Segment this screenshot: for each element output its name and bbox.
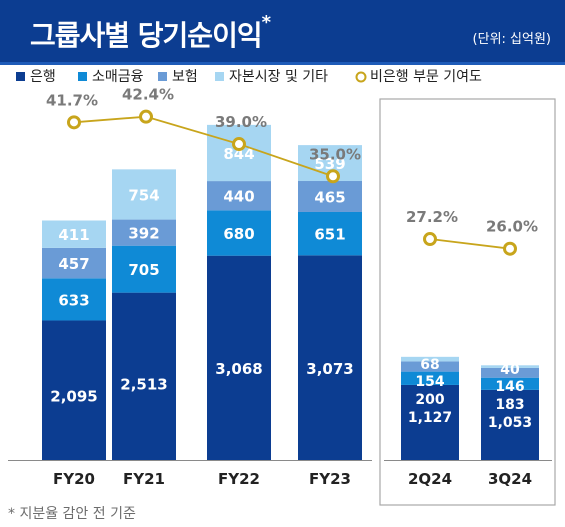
legend-swatch-1	[78, 72, 87, 81]
bar-FY23-2	[298, 181, 362, 212]
bar-FY22-2	[207, 181, 271, 211]
legend-swatch-3	[215, 72, 224, 81]
value-label-FY21-2: 392	[128, 225, 159, 243]
footnote: * 지분율 감안 전 기준	[8, 506, 136, 522]
chart-legend: 은행 소매금융 보험 자본시장 및 기타 비은행 부문 기여도	[16, 69, 482, 85]
line-point-3Q24	[503, 241, 517, 256]
value-label-FY21-1: 705	[128, 261, 159, 279]
value-label-FY23-0: 3,073	[306, 360, 353, 378]
bar-FY21-1	[112, 245, 176, 293]
bar-3Q24-1	[481, 377, 539, 390]
value-label-FY22-3: 844	[223, 145, 254, 163]
contribution-line: 41.7% 42.4% 39.0% 35.0% 27.2% 26.0%	[46, 86, 538, 256]
line-segment-1	[429, 238, 511, 250]
chart-title-text: 그룹사별 당기순이익	[30, 19, 263, 52]
line-point-FY23	[326, 169, 340, 184]
value-label-FY22-2: 440	[223, 188, 254, 206]
tick-label-FY23: FY23	[309, 470, 351, 488]
highlight-frame-box	[379, 98, 556, 506]
quarter-highlight-frame	[379, 98, 556, 506]
bar-FY20-0	[42, 320, 106, 460]
value-label-3Q24-1: 183	[495, 397, 524, 413]
line-point-FY20	[67, 115, 81, 130]
value-label-FY20-2: 457	[58, 255, 89, 273]
value-label-FY23-1: 651	[314, 226, 345, 244]
line-label-FY23: 35.0%	[309, 145, 361, 163]
bar-3Q24-0	[481, 389, 539, 460]
bar-3Q24-3	[481, 365, 539, 368]
bar-FY23-1	[298, 211, 362, 256]
title-banner: 그룹사별 당기순이익* (단위: 십억원)	[0, 0, 565, 65]
value-label-2Q24-1: 200	[415, 392, 444, 408]
legend-label-line: 비은행 부문 기여도	[370, 69, 482, 85]
value-label-FY21-0: 2,513	[120, 376, 167, 394]
line-label-3Q24: 26.0%	[486, 218, 538, 236]
legend-marker-line	[355, 71, 367, 83]
legend-label-0: 은행	[30, 69, 56, 85]
value-label-FY22-0: 3,068	[215, 360, 262, 378]
bar-FY22-3	[207, 124, 271, 182]
tick-label-FY21: FY21	[123, 470, 165, 488]
line-point-2Q24	[423, 232, 437, 247]
value-label-FY22-1: 680	[223, 225, 254, 243]
value-label-FY23-2: 465	[314, 188, 345, 206]
legend-label-3: 자본시장 및 기타	[229, 69, 328, 85]
bar-FY21-2	[112, 219, 176, 246]
bar-FY22-1	[207, 210, 271, 256]
value-label-FY23-3: 539	[314, 155, 345, 173]
value-label-3Q24-0: 1,053	[488, 415, 532, 431]
line-label-FY21: 42.4%	[122, 86, 174, 104]
header-divider	[0, 62, 565, 65]
line-label-FY20: 41.7%	[46, 91, 98, 109]
line-label-2Q24: 27.2%	[406, 208, 458, 226]
legend-label-2: 보험	[172, 69, 198, 85]
value-label-FY20-0: 2,095	[50, 387, 97, 405]
bar-3Q24-2	[481, 367, 539, 378]
bar-2Q24-1	[401, 371, 459, 385]
bar-FY20-2	[42, 247, 106, 279]
tick-label-3Q24: 3Q24	[488, 470, 532, 488]
bar-2Q24-2	[401, 361, 459, 372]
bar-FY20-1	[42, 278, 106, 321]
value-label-FY20-1: 633	[58, 291, 89, 309]
line-segment-0	[73, 115, 334, 178]
line-point-FY22	[232, 137, 246, 152]
chart-title: 그룹사별 당기순이익*	[30, 12, 271, 54]
tick-label-2Q24: 2Q24	[408, 470, 452, 488]
value-label-2Q24-3: 68	[420, 357, 439, 373]
line-point-FY21	[139, 109, 153, 124]
value-label-3Q24-3: 40	[500, 362, 520, 378]
bar-2Q24-3	[401, 356, 459, 362]
bar-FY21-3	[112, 169, 176, 220]
legend-swatch-0	[16, 72, 25, 81]
legend-swatch-2	[158, 72, 167, 81]
value-label-2Q24-0: 1,127	[408, 410, 452, 426]
bar-FY22-0	[207, 255, 271, 460]
bar-FY20-3	[42, 220, 106, 248]
line-label-FY22: 39.0%	[215, 113, 267, 131]
legend-label-1: 소매금융	[92, 69, 144, 85]
value-label-FY20-3: 411	[58, 226, 89, 244]
bar-2Q24-0	[401, 384, 459, 460]
x-axis: FY20 FY21 FY22 FY23 2Q24 3Q24	[8, 460, 552, 488]
value-label-3Q24-2: 146	[495, 379, 524, 395]
bar-FY21-0	[112, 292, 176, 460]
tick-label-FY22: FY22	[218, 470, 260, 488]
bar-FY23-0	[298, 255, 362, 460]
title-footnote-mark: *	[261, 12, 271, 33]
bar-stacks: 2,095 633 457 411 2,513 705 392 754 3,068 680 440 8…	[42, 124, 539, 460]
unit-label: (단위: 십억원)	[472, 32, 551, 47]
value-label-2Q24-2: 154	[415, 374, 444, 390]
value-label-FY21-3: 754	[128, 186, 159, 204]
tick-label-FY20: FY20	[53, 470, 95, 488]
